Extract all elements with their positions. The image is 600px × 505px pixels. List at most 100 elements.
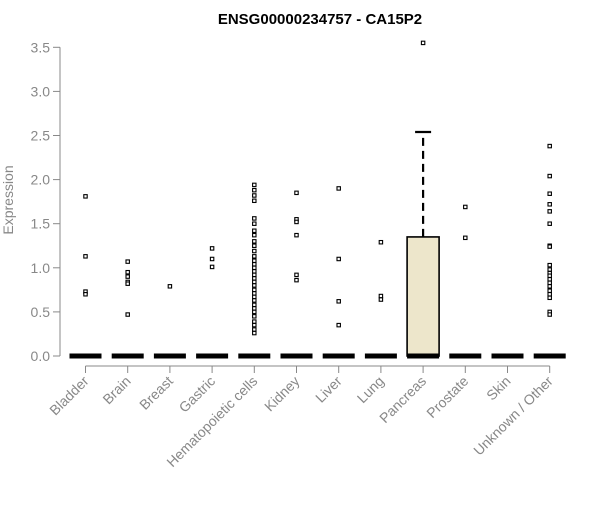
outlier-point bbox=[252, 306, 257, 311]
outlier-point bbox=[252, 248, 257, 254]
outlier-point bbox=[252, 216, 257, 221]
outlier-point bbox=[547, 295, 552, 301]
outlier-point bbox=[252, 279, 257, 285]
outlier-point bbox=[547, 209, 552, 214]
outlier-point bbox=[252, 182, 257, 188]
box-group bbox=[69, 194, 102, 359]
outlier-point bbox=[252, 330, 257, 336]
box-group bbox=[280, 190, 313, 359]
y-tick-label: 1.5 bbox=[31, 216, 51, 232]
outlier-point bbox=[252, 269, 257, 274]
x-tick-label: Prostate bbox=[423, 373, 471, 421]
outlier-point bbox=[252, 314, 257, 319]
outlier-point bbox=[294, 277, 299, 283]
y-tick-label: 1.0 bbox=[31, 260, 51, 276]
outlier-point bbox=[125, 312, 130, 317]
outlier-point bbox=[547, 273, 552, 278]
outlier-point bbox=[125, 269, 130, 275]
outlier-point bbox=[547, 143, 552, 149]
x-tick-label: Skin bbox=[483, 373, 514, 404]
outlier-point bbox=[547, 284, 552, 289]
outlier-point bbox=[547, 221, 552, 226]
outlier-point bbox=[252, 322, 257, 328]
outlier-point bbox=[252, 198, 257, 204]
x-tick-label: Brain bbox=[99, 373, 133, 407]
outlier-point bbox=[547, 312, 552, 317]
x-tick-label: Unknown / Other bbox=[470, 373, 556, 459]
y-tick-label: 0.0 bbox=[31, 348, 51, 364]
plot-area bbox=[69, 40, 566, 359]
outlier-point bbox=[547, 173, 552, 179]
outlier-point bbox=[378, 297, 384, 302]
outlier-point bbox=[252, 228, 257, 234]
outlier-point bbox=[336, 186, 341, 191]
y-tick-label: 3.0 bbox=[31, 83, 51, 99]
outlier-point bbox=[252, 309, 257, 315]
y-tick-label: 0.5 bbox=[31, 304, 51, 320]
box-group bbox=[153, 284, 186, 359]
y-tick-label: 2.0 bbox=[31, 172, 51, 188]
outlier-point bbox=[252, 283, 257, 288]
outlier-point bbox=[209, 256, 215, 262]
outlier-point bbox=[125, 274, 130, 279]
outlier-point bbox=[252, 258, 257, 263]
x-tick-label: Bladder bbox=[46, 373, 92, 419]
outlier-point bbox=[336, 322, 341, 328]
outlier-point bbox=[294, 232, 299, 238]
outlier-point bbox=[252, 291, 257, 296]
box-iqr bbox=[406, 236, 440, 357]
outlier-point bbox=[547, 277, 552, 282]
outlier-point bbox=[252, 187, 257, 193]
outlier-point bbox=[252, 232, 257, 238]
y-axis: 0.0 0.5 1.0 1.5 2.0 2.5 3.0 3.5 bbox=[31, 39, 61, 364]
outlier-point bbox=[463, 204, 468, 210]
outlier-point bbox=[252, 319, 257, 324]
outlier-point bbox=[547, 267, 552, 272]
outlier-point bbox=[83, 194, 88, 199]
x-tick-label: Breast bbox=[136, 373, 176, 413]
y-tick-label: 2.5 bbox=[31, 128, 51, 144]
y-tick-label: 3.5 bbox=[31, 39, 51, 55]
outlier-point bbox=[252, 254, 257, 259]
outlier-point bbox=[378, 293, 384, 299]
x-tick-label: Kidney bbox=[261, 373, 303, 415]
x-tick-label: Lung bbox=[354, 373, 387, 406]
outlier-point bbox=[252, 287, 257, 293]
outlier-point bbox=[209, 246, 215, 251]
outlier-point bbox=[336, 299, 341, 304]
outlier-point bbox=[125, 259, 130, 264]
box-group bbox=[449, 204, 482, 359]
outlier-point bbox=[125, 281, 130, 286]
outlier-point bbox=[547, 288, 552, 293]
chart-title: ENSG00000234757 - CA15P2 bbox=[218, 11, 422, 28]
outlier-point bbox=[547, 191, 552, 196]
outlier-point bbox=[252, 239, 257, 244]
outlier-point bbox=[420, 40, 426, 46]
outlier-point bbox=[294, 219, 299, 225]
outlier-point bbox=[252, 298, 257, 303]
box-group bbox=[364, 239, 397, 359]
outlier-point bbox=[547, 244, 552, 249]
outlier-point bbox=[167, 284, 173, 289]
outlier-point bbox=[547, 292, 552, 297]
outlier-point bbox=[252, 193, 257, 198]
outlier-point bbox=[547, 280, 552, 286]
outlier-point bbox=[547, 202, 552, 207]
outlier-point bbox=[252, 294, 257, 300]
outlier-point bbox=[209, 264, 215, 270]
box-group bbox=[322, 186, 355, 359]
outlier-point bbox=[252, 276, 257, 281]
outlier-point bbox=[336, 256, 341, 262]
box-group bbox=[111, 259, 144, 359]
outlier-point bbox=[378, 239, 384, 245]
outlier-point bbox=[252, 243, 257, 249]
outlier-point bbox=[294, 190, 299, 196]
outlier-point bbox=[252, 272, 257, 278]
outlier-point bbox=[463, 235, 468, 241]
outlier-point bbox=[83, 254, 88, 259]
outlier-point bbox=[252, 302, 257, 308]
outlier-point bbox=[294, 272, 299, 278]
